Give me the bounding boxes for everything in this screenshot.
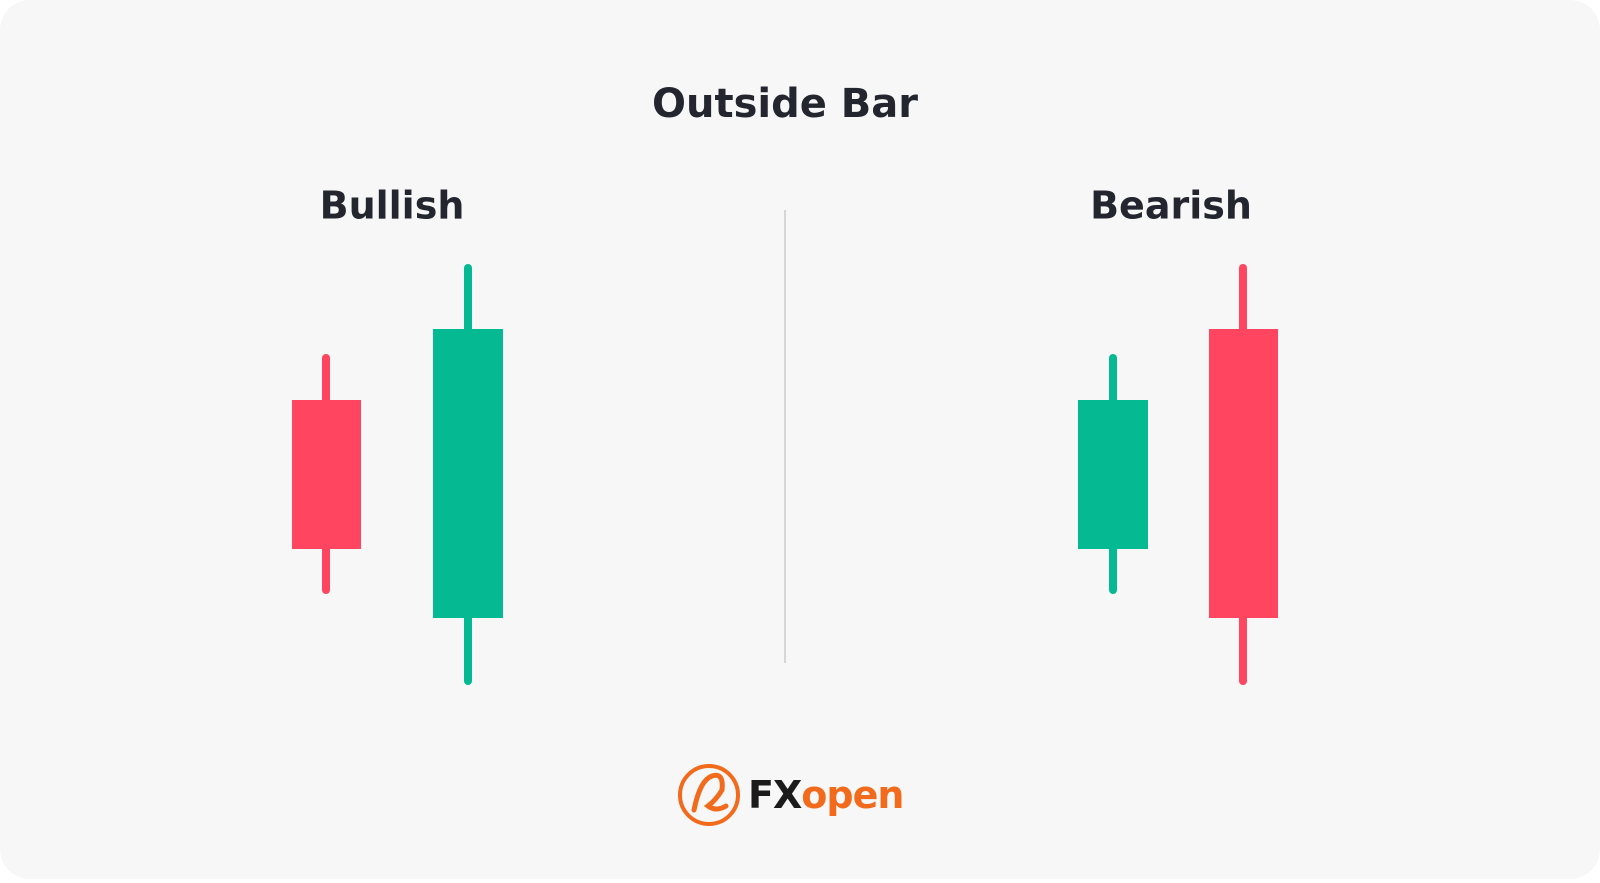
logo-text: FXopen — [748, 773, 903, 817]
logo-prefix: FX — [748, 773, 802, 817]
candle — [1209, 264, 1278, 685]
candle-body — [292, 400, 361, 549]
panel-label: Bullish — [320, 184, 465, 228]
logo-suffix: open — [801, 773, 903, 817]
candle-body — [1209, 329, 1278, 618]
panel-label: Bearish — [1090, 184, 1252, 228]
candle-body — [433, 329, 503, 618]
title: Outside Bar — [652, 81, 918, 127]
candle — [433, 264, 503, 685]
logo-icon — [678, 764, 740, 826]
logo: FXopen — [678, 764, 904, 826]
candle — [1078, 354, 1148, 594]
candle — [292, 354, 361, 594]
candle-body — [1078, 400, 1148, 549]
logo-icon-detail — [691, 772, 729, 813]
